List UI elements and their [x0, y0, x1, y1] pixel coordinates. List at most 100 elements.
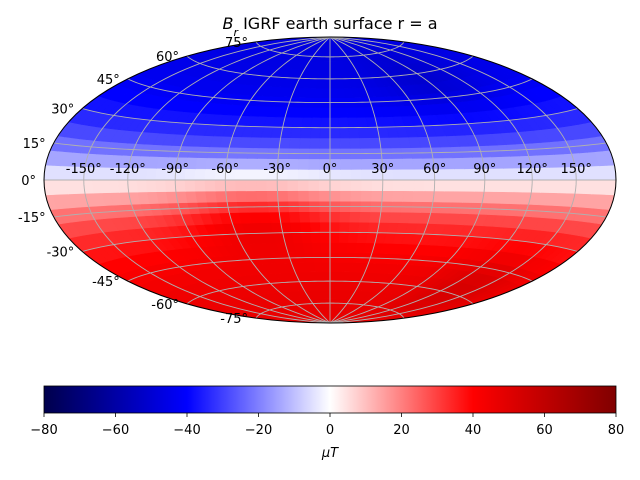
- parallel-line: [127, 256, 533, 282]
- field-cell: [225, 190, 238, 203]
- field-cell: [320, 232, 331, 243]
- field-cell: [245, 190, 258, 202]
- field-cell: [300, 127, 312, 139]
- field-cell: [329, 242, 340, 253]
- field-cell: [146, 179, 157, 193]
- field-cell: [402, 158, 415, 170]
- field-cell: [530, 179, 542, 193]
- field-cell: [300, 221, 312, 233]
- field-cell: [413, 179, 425, 192]
- field-cell: [358, 127, 370, 139]
- field-cell: [329, 221, 341, 233]
- lat-tick-label: -60°: [151, 298, 179, 313]
- field-cell: [194, 168, 206, 181]
- lon-tick-label: 120°: [517, 162, 548, 177]
- field-cell: [503, 167, 514, 181]
- field-cell: [136, 179, 148, 193]
- field-cell: [321, 87, 331, 99]
- field-cell: [422, 190, 435, 203]
- lon-tick-label: 30°: [371, 162, 394, 177]
- field-cell: [308, 179, 320, 191]
- field-cell: [290, 127, 302, 139]
- field-cell: [235, 179, 247, 192]
- lon-tick-label: 0°: [323, 162, 338, 177]
- field-cell: [402, 190, 415, 202]
- field-cell: [350, 179, 363, 191]
- parallel-line: [53, 205, 607, 218]
- field-cell: [225, 179, 237, 192]
- field-cell: [184, 179, 196, 192]
- field-cell: [324, 289, 331, 300]
- field-cell: [324, 60, 331, 71]
- colorbar-label: μT: [321, 446, 339, 461]
- field-cell: [512, 179, 524, 193]
- field-cell: [302, 242, 314, 253]
- field-cell: [320, 107, 331, 118]
- field-cell: [245, 179, 257, 192]
- field-cell: [348, 127, 360, 139]
- field-cell: [493, 179, 505, 193]
- field-cell: [503, 179, 514, 193]
- latitude-labels: 75° 60° 45° 30° 15° 0° -15° -30° -45° -60° -75°: [18, 36, 248, 327]
- field-cell: [432, 190, 445, 203]
- field-cell: [215, 190, 228, 203]
- field-cell: [245, 168, 257, 181]
- field-cell: [412, 190, 425, 203]
- field-cell: [371, 179, 384, 191]
- title-subscript: r: [233, 26, 239, 39]
- field-cell: [310, 232, 322, 243]
- field-cell: [329, 190, 341, 202]
- field-cell: [66, 179, 78, 195]
- field-cell: [320, 117, 331, 128]
- field-cell: [301, 117, 313, 128]
- field-cell: [329, 117, 340, 128]
- field-cell: [381, 190, 394, 202]
- field-cell: [266, 179, 278, 192]
- field-cell: [392, 179, 405, 192]
- title-text: IGRF earth surface r = a: [238, 14, 438, 33]
- field-cell: [322, 271, 331, 282]
- field-cell: [314, 261, 324, 273]
- field-cell: [339, 211, 351, 223]
- field-cell: [205, 190, 218, 203]
- colorbar-tick-label: −60: [102, 423, 129, 438]
- field-cell: [474, 179, 486, 192]
- lon-tick-label: -30°: [263, 162, 291, 177]
- field-cell: [392, 168, 405, 181]
- field-cell: [548, 179, 560, 194]
- field-cell: [423, 179, 435, 192]
- field-cell: [299, 211, 311, 223]
- field-cell: [118, 179, 130, 193]
- field-cell: [290, 221, 302, 233]
- chart-title: Br IGRF earth surface r = a: [222, 14, 437, 39]
- field-cell: [309, 221, 321, 233]
- field-cell: [361, 179, 373, 191]
- field-cell: [557, 179, 569, 194]
- field-cell: [319, 221, 331, 233]
- field-cell: [309, 127, 321, 139]
- field-cell: [329, 179, 341, 191]
- field-cell: [347, 232, 359, 243]
- field-cell: [329, 137, 341, 149]
- field-cell: [287, 190, 300, 202]
- field-cell: [339, 137, 351, 149]
- field-cell: [297, 169, 310, 181]
- field-cell: [454, 179, 466, 192]
- field-cell: [301, 232, 313, 243]
- colorbar-tick-label: −40: [173, 423, 200, 438]
- field-cell: [319, 137, 331, 149]
- field-cell: [194, 179, 206, 192]
- field-cell: [297, 179, 310, 191]
- field-cell: [308, 190, 320, 202]
- field-cell: [315, 78, 325, 89]
- field-cell: [350, 169, 363, 181]
- field-cell: [302, 107, 314, 118]
- lat-tick-label: 75°: [225, 36, 248, 51]
- lat-tick-label: 45°: [97, 73, 120, 88]
- lat-tick-label: -45°: [92, 275, 120, 290]
- colorbar-tick-label: 60: [536, 423, 553, 438]
- field-cell: [298, 190, 310, 202]
- parallel-line: [186, 280, 474, 305]
- field-cell: [329, 232, 340, 243]
